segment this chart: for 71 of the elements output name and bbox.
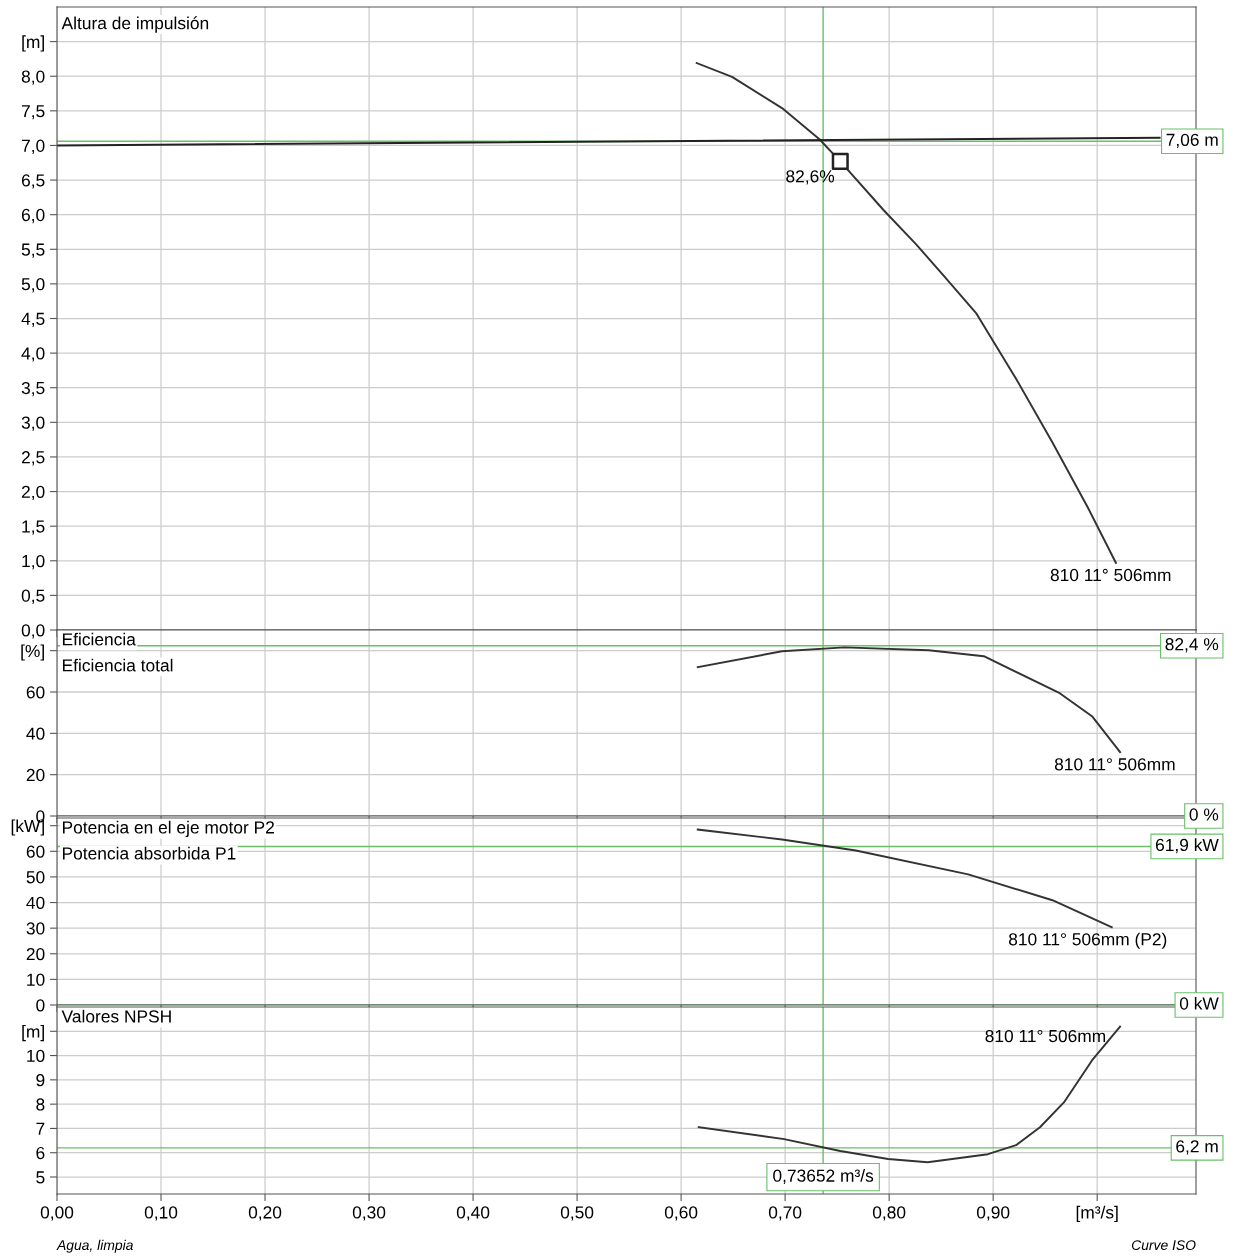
y-tick-label: [%] — [21, 644, 44, 661]
ref-line-label: 0,73652 m³/s — [773, 1169, 874, 1184]
y-tick-label: 10 — [27, 1049, 45, 1063]
y-tick-label: [m] — [22, 35, 44, 52]
y-tick-label: 40 — [26, 896, 45, 909]
x-tick-label: 0,10 — [144, 1206, 178, 1221]
text: Eficiencia total — [62, 658, 173, 672]
y-tick-label: 0,0 — [21, 624, 45, 639]
text: Curve ISO — [1131, 1240, 1196, 1251]
x-tick-label: 0,40 — [456, 1206, 490, 1221]
y-tick-label: 3,0 — [21, 416, 45, 431]
line-series — [696, 646, 1122, 754]
x-tick-label: 0,30 — [352, 1206, 386, 1221]
series-label: 810 11° 506mm — [985, 1029, 1106, 1043]
y-tick-label: 4,5 — [21, 312, 45, 328]
chart-title: Potencia en el eje motor P2 — [62, 820, 274, 837]
y-tick-label: 6,0 — [21, 208, 45, 224]
chart-title: Valores NPSH — [61, 1009, 171, 1023]
y-tick-label: 20 — [26, 947, 45, 961]
y-tick-label: 20 — [26, 768, 45, 782]
y-tick-label: 8 — [36, 1098, 45, 1111]
y-tick-label: 1,5 — [22, 520, 45, 535]
x-tick-label: [m³/s] — [1076, 1205, 1118, 1222]
y-tick-label: 8,0 — [21, 70, 45, 85]
series-label: 810 11° 506mm (P2) — [1008, 932, 1167, 949]
y-tick-label: 0,5 — [21, 589, 45, 604]
chart-title: Eficiencia — [62, 632, 136, 646]
y-tick-label: 50 — [26, 871, 45, 884]
ref-line-label: 0 kW — [1179, 996, 1219, 1010]
y-tick-label: 6 — [36, 1146, 45, 1160]
y-tick-label: 60 — [26, 686, 45, 699]
y-tick-label: 3,5 — [21, 381, 45, 397]
y-tick-label: 60 — [26, 845, 45, 858]
ref-line-label: 82,4 % — [1165, 638, 1219, 653]
line-series — [695, 62, 1117, 564]
y-tick-label: 4,0 — [21, 347, 45, 362]
y-tick-label: 2,5 — [21, 451, 45, 466]
x-tick-label: 0,90 — [976, 1206, 1010, 1221]
ref-line-label: 61,9 kW — [1155, 838, 1219, 854]
text: Agua, limpia — [56, 1239, 133, 1253]
y-tick-label: 30 — [26, 922, 45, 935]
x-tick-label: 0,80 — [872, 1206, 906, 1221]
x-tick-label: 0,70 — [768, 1206, 802, 1221]
line-series — [696, 828, 1113, 929]
x-tick-label: 0,20 — [248, 1206, 282, 1221]
y-tick-label: 5,0 — [21, 278, 45, 293]
y-tick-label: 6,5 — [21, 174, 45, 189]
x-tick-label: 0,00 — [40, 1206, 74, 1221]
series-label: 810 11° 506mm — [1050, 568, 1171, 582]
y-tick-label: 5,5 — [21, 243, 45, 258]
ref-line-label: 0 % — [1189, 808, 1219, 821]
y-tick-label: 7 — [36, 1122, 45, 1135]
y-tick-label: 2,0 — [21, 485, 45, 501]
series-label: 810 11° 506mm — [1054, 758, 1175, 771]
y-tick-label: 7,0 — [21, 139, 45, 154]
x-tick-label: 0,60 — [664, 1206, 698, 1221]
y-tick-label: 40 — [26, 727, 45, 740]
y-tick-label: 0 — [36, 999, 45, 1012]
ref-line-label: 7,06 m — [1166, 133, 1218, 148]
y-tick-label: [m] — [22, 1024, 44, 1042]
y-tick-label: 1,0 — [22, 554, 45, 570]
text: Potencia absorbida P1 — [62, 846, 236, 860]
ref-line-label: 6,2 m — [1176, 1140, 1218, 1155]
y-tick-label: 9 — [36, 1074, 45, 1087]
annotation: 82,6% — [786, 170, 835, 185]
y-tick-label: 10 — [27, 973, 45, 986]
y-tick-label: 7,5 — [21, 105, 45, 120]
x-tick-label: 0,50 — [560, 1206, 594, 1221]
y-tick-label: 5 — [36, 1171, 45, 1184]
text: Altura de impulsión — [61, 16, 209, 33]
line-series — [697, 1025, 1122, 1164]
